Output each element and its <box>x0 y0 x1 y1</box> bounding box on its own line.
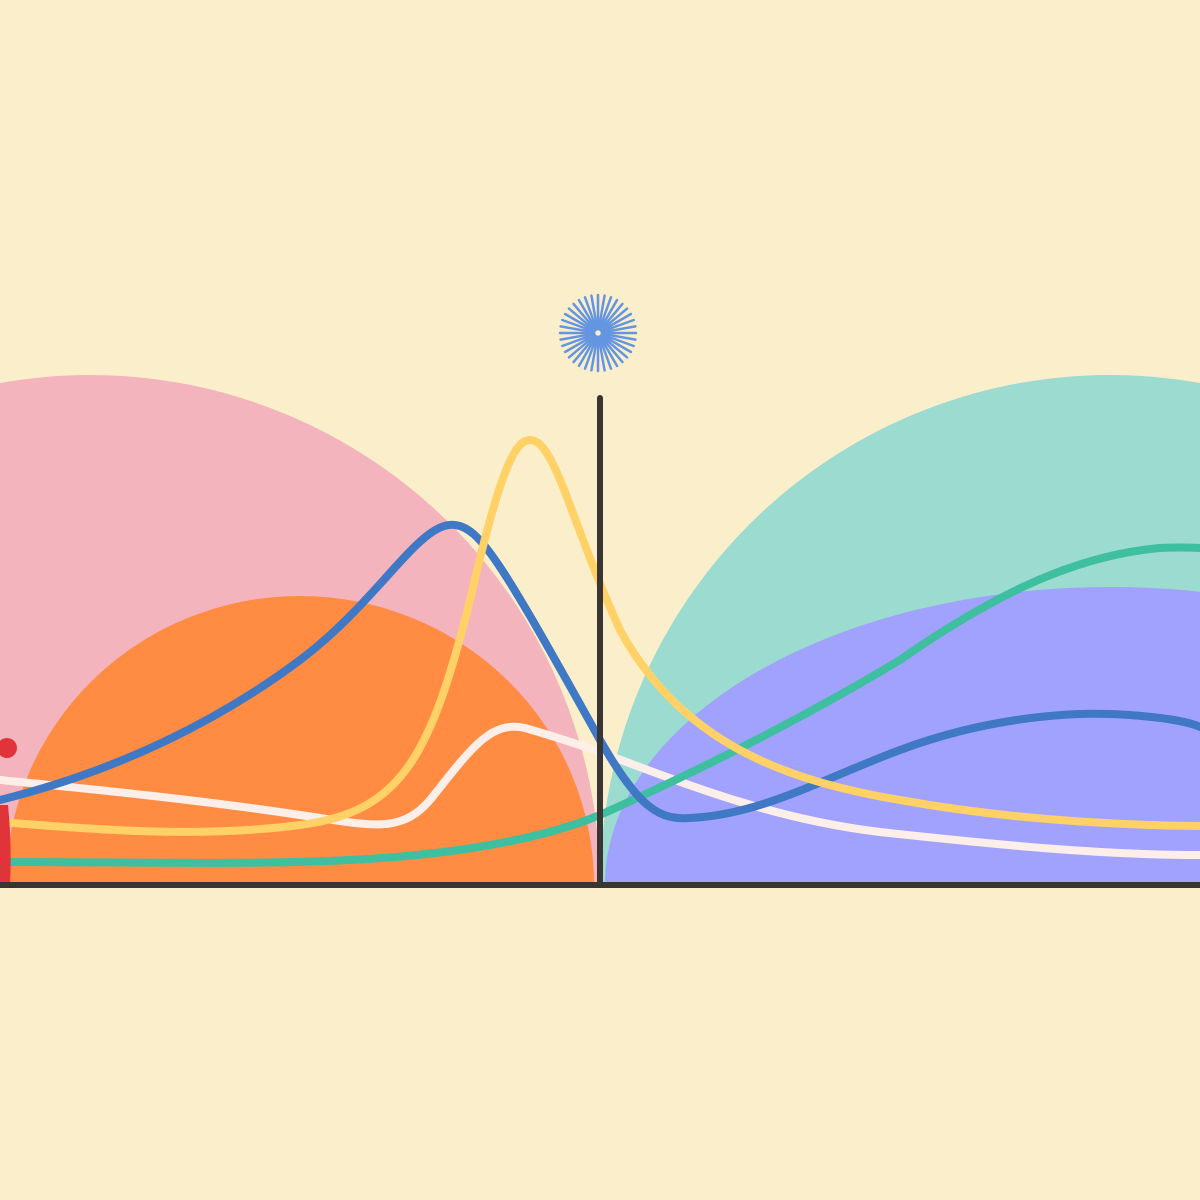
starburst-ray <box>563 333 596 354</box>
starburst-ray <box>599 307 629 332</box>
starburst-ray <box>567 307 597 332</box>
starburst-ray <box>600 333 633 354</box>
starburst-ray <box>599 302 624 332</box>
starburst-ray <box>600 332 637 341</box>
starburst-ray <box>599 334 624 364</box>
starburst-ray <box>577 335 598 368</box>
starburst-ray <box>598 335 619 368</box>
starburst-ray <box>600 325 637 334</box>
red-shape <box>0 805 11 885</box>
white-curve <box>0 722 1200 859</box>
starburst-ray <box>598 296 613 331</box>
yellow-curve <box>0 436 1200 836</box>
starburst-ray <box>561 318 596 333</box>
green-curve <box>0 543 1200 867</box>
starburst-ray <box>559 325 596 334</box>
blue-curve <box>0 520 1200 823</box>
starburst <box>558 293 638 373</box>
starburst-ray <box>563 312 596 333</box>
starburst-ray <box>590 294 599 331</box>
starburst-ray <box>600 312 633 333</box>
red-dot <box>0 738 17 758</box>
starburst-ray <box>598 335 613 370</box>
starburst-ray <box>583 335 598 370</box>
starburst-ray <box>597 294 606 331</box>
starburst-ray <box>559 332 596 341</box>
starburst-ray <box>572 302 597 332</box>
orange-semicircle <box>6 596 594 885</box>
starburst-ray <box>590 335 599 372</box>
starburst-ray <box>572 334 597 364</box>
starburst-ray <box>597 335 606 372</box>
starburst-ray <box>600 318 635 333</box>
starburst-ray <box>577 298 598 331</box>
starburst-ray <box>567 334 597 359</box>
starburst-ray <box>598 298 619 331</box>
starburst-ray <box>561 333 596 348</box>
starburst-ray <box>599 334 629 359</box>
starburst-ray <box>583 296 598 331</box>
starburst-ray <box>600 333 635 348</box>
